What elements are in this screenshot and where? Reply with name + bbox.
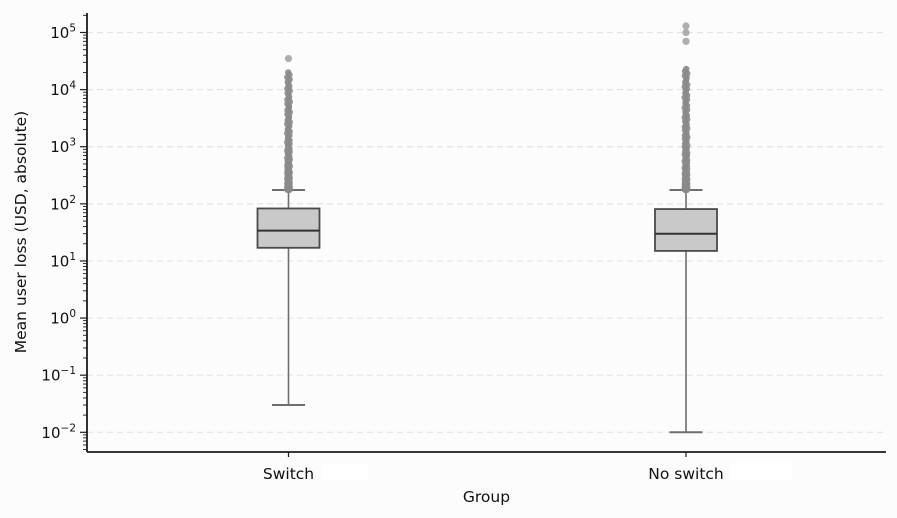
outlier-point — [682, 37, 690, 45]
box — [256, 207, 321, 249]
x-axis-title: Group — [462, 488, 511, 506]
artifact-patch — [730, 463, 792, 480]
y-tick-label: 10−2 — [41, 422, 76, 442]
y-tick-label: 102 — [50, 194, 76, 214]
outlier-point — [682, 22, 690, 30]
y-tick-label: 104 — [50, 80, 76, 100]
outlier-point — [682, 28, 690, 37]
outlier-point — [284, 54, 293, 63]
y-tick-label: 10−1 — [41, 365, 76, 385]
artifact-patch — [322, 464, 368, 480]
x-tick-label: No switch — [648, 465, 724, 483]
box — [654, 208, 718, 252]
y-tick-label: 100 — [50, 308, 76, 328]
y-tick-label: 105 — [50, 23, 76, 43]
y-tick-label: 103 — [50, 137, 76, 157]
outlier-point — [285, 69, 292, 76]
y-tick-label: 101 — [50, 251, 76, 271]
x-tick-label: Switch — [263, 465, 314, 483]
y-axis-title: Mean user loss (USD, absolute) — [12, 110, 30, 354]
outlier-point — [683, 65, 690, 73]
